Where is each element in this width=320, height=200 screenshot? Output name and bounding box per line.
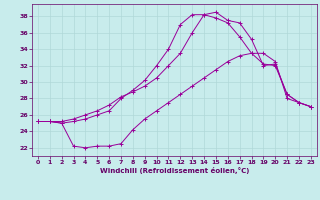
X-axis label: Windchill (Refroidissement éolien,°C): Windchill (Refroidissement éolien,°C) — [100, 167, 249, 174]
